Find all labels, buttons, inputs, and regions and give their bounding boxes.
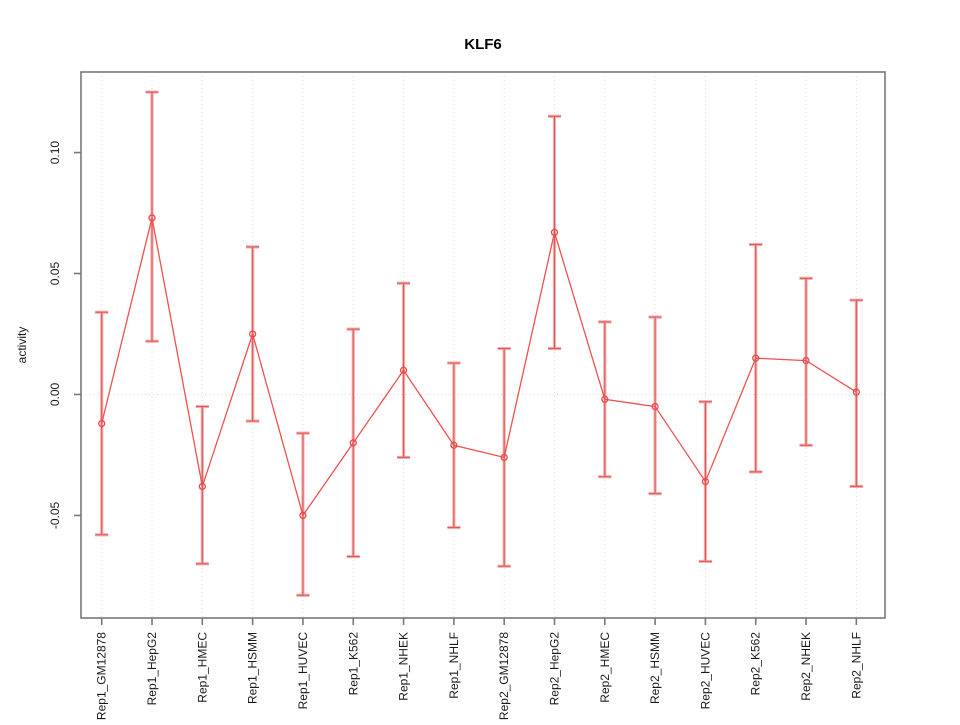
- x-tick-label: Rep2_HMEC: [598, 632, 612, 703]
- error-bars-light-layer: [95, 90, 863, 597]
- data-point: [550, 228, 559, 237]
- chart-title: KLF6: [464, 36, 502, 53]
- data-series-line: [101, 217, 857, 517]
- x-tick-label: Rep1_NHEK: [397, 632, 411, 701]
- error-bars-dark-layer: [95, 91, 863, 596]
- x-tick-label: Rep2_K562: [749, 632, 763, 696]
- data-points: [98, 214, 860, 520]
- y-tick-label: 0.00: [48, 382, 62, 406]
- x-tick-label: Rep2_HUVEC: [698, 632, 712, 710]
- data-point: [98, 419, 106, 428]
- x-tick-label: Rep1_HSMM: [246, 632, 260, 704]
- x-tick-label: Rep1_HUVEC: [296, 632, 310, 710]
- x-tick-label: Rep2_HSMM: [648, 632, 662, 704]
- y-tick-label: 0.10: [48, 141, 62, 165]
- y-axis-label: activity: [15, 327, 29, 364]
- x-tick-label: Rep1_K562: [346, 632, 360, 696]
- data-point: [500, 453, 508, 462]
- data-point: [349, 439, 357, 447]
- data-point: [852, 388, 860, 396]
- x-tick-label: Rep1_HMEC: [195, 632, 209, 703]
- x-tick-label: Rep1_HepG2: [145, 632, 159, 706]
- data-point: [752, 354, 760, 362]
- data-point: [601, 395, 609, 403]
- data-point: [248, 330, 257, 338]
- data-point: [651, 402, 659, 411]
- data-point: [450, 441, 458, 449]
- y-axis: 0.10 0.05 0.00 -0.05: [48, 141, 81, 529]
- x-tick-label: Rep1_GM12878: [95, 632, 109, 720]
- data-point: [198, 482, 206, 491]
- x-axis: Rep1_GM12878 Rep1_HepG2 Rep1_HMEC Rep1_HSMM…: [95, 618, 863, 720]
- y-tick-label: 0.05: [48, 262, 62, 286]
- data-point: [802, 356, 810, 365]
- plot-border: [80, 71, 886, 619]
- x-tick-label: Rep2_GM12878: [497, 632, 511, 720]
- x-tick-label: Rep2_NHLF: [849, 632, 863, 699]
- x-tick-label: Rep1_NHLF: [447, 632, 461, 699]
- y-tick-label: -0.05: [48, 501, 62, 529]
- data-point: [299, 511, 307, 520]
- data-point: [148, 214, 156, 222]
- x-tick-label: Rep2_NHEK: [799, 632, 813, 701]
- data-point: [399, 366, 408, 374]
- data-point: [701, 477, 710, 486]
- x-tick-label: Rep2_HepG2: [547, 632, 561, 706]
